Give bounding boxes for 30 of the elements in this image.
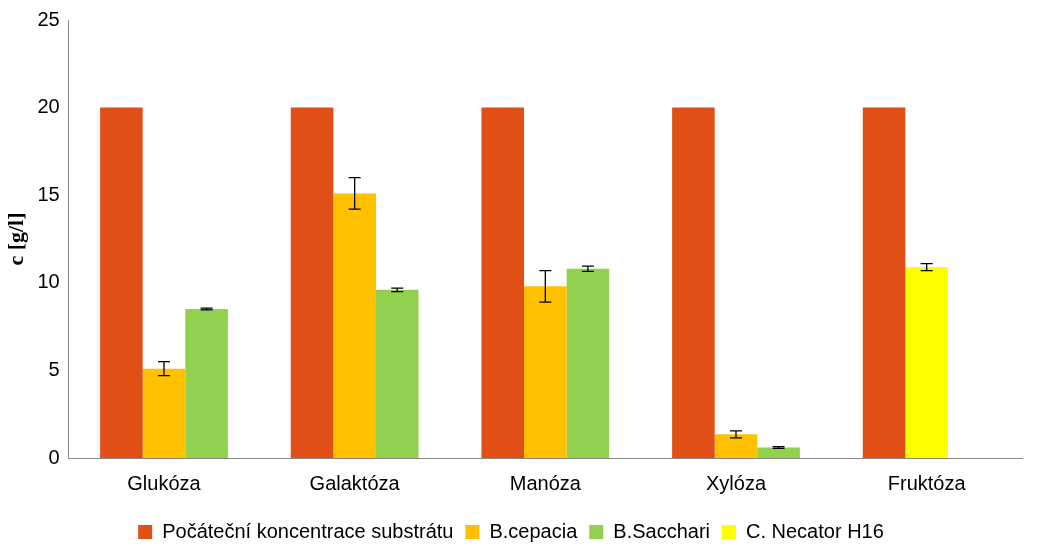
y-tick-label: 15 (37, 182, 60, 205)
bar (142, 368, 186, 458)
x-tick-label: Glukóza (127, 471, 202, 494)
bar (905, 267, 948, 458)
bar (862, 107, 906, 458)
bar (481, 107, 525, 458)
y-axis-title: c [g/l] (2, 212, 28, 266)
bar (524, 286, 567, 458)
bar (714, 434, 758, 458)
bar (290, 107, 334, 458)
x-tick-label: Fruktóza (887, 471, 967, 494)
x-tick-label: Xylóza (705, 471, 767, 494)
legend-label: B.Sacchari (613, 519, 710, 542)
bar (333, 193, 376, 458)
x-tick-label: Manóza (509, 471, 582, 494)
bar (566, 268, 610, 458)
legend-label: B.cepacia (489, 519, 579, 542)
y-tick-label: 5 (48, 357, 60, 380)
y-tick-label: 10 (37, 270, 60, 293)
bar (100, 107, 143, 458)
bar (185, 309, 228, 458)
y-tick-label: 20 (37, 95, 60, 118)
bar (375, 289, 419, 458)
y-tick-label: 25 (37, 7, 60, 30)
x-tick-label: Galaktóza (309, 471, 401, 494)
legend-label: Počáteční koncentrace substrátu (162, 519, 454, 542)
y-tick-label: 0 (48, 445, 60, 468)
bar (757, 447, 800, 458)
bar (672, 107, 715, 458)
legend-label: C. Necator H16 (745, 519, 884, 542)
